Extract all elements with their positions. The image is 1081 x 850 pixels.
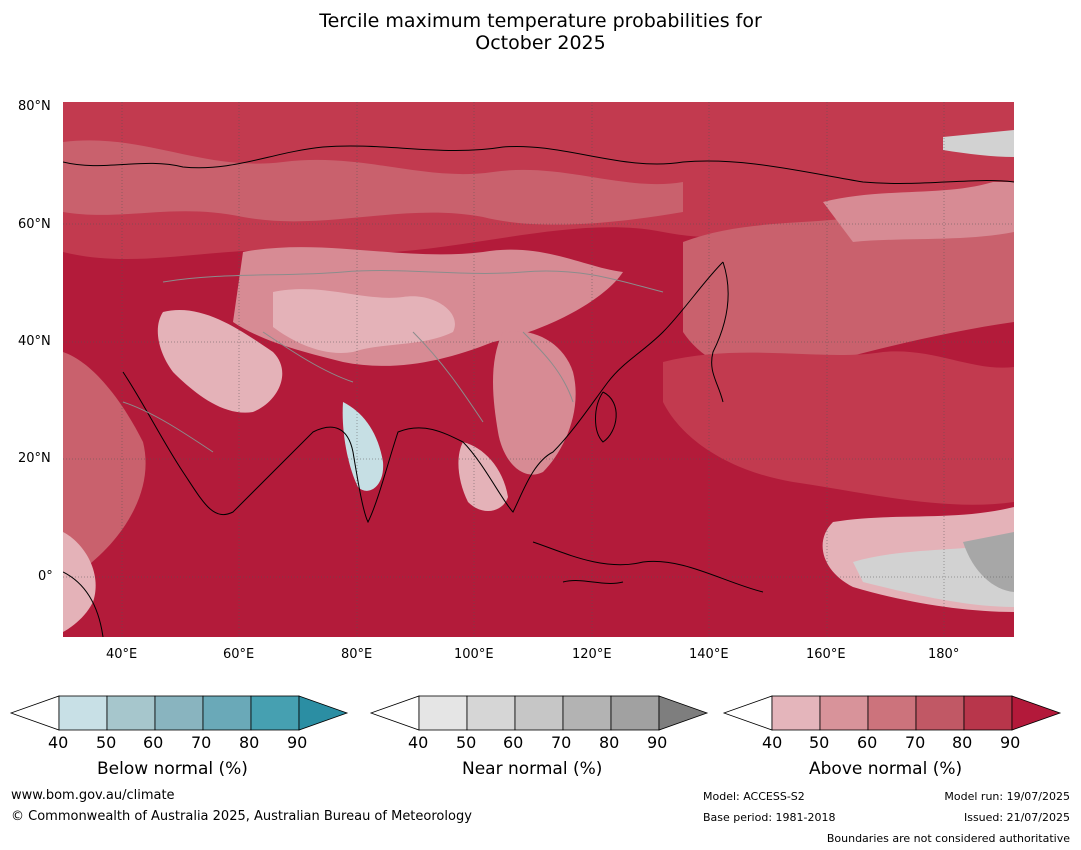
- lon-label-80e: 80°E: [341, 647, 373, 662]
- cb2-tick-80: 80: [952, 733, 973, 752]
- colorbar-high-arrow: [298, 695, 349, 731]
- cb1-tick-70: 70: [551, 733, 572, 752]
- copyright-text: © Commonwealth of Australia 2025, Austra…: [11, 809, 472, 824]
- lat-label-80n: 80°N: [18, 99, 51, 114]
- lon-label-60e: 60°E: [223, 647, 255, 662]
- siberia-zone: [63, 140, 683, 225]
- colorbar-low-arrow: [9, 695, 60, 731]
- cb2-tick-60: 60: [857, 733, 878, 752]
- colorbar-segment: [963, 695, 1013, 731]
- lon-label-40e: 40°E: [106, 647, 138, 662]
- cb2-tick-50: 50: [809, 733, 830, 752]
- kazakh-steppe-zone: [273, 289, 455, 353]
- iran-zone: [157, 310, 283, 413]
- map-title: Tercile maximum temperature probabilitie…: [0, 10, 1081, 54]
- cb2-tick-90: 90: [1000, 733, 1021, 752]
- colorbar-above-normal-swatches: [722, 695, 1062, 731]
- model-name: Model: ACCESS-S2: [703, 790, 805, 803]
- country-borders: [122, 270, 664, 453]
- lon-label-140e: 140°E: [689, 647, 729, 662]
- colorbar-above-normal: [722, 695, 1062, 731]
- cb0-tick-90: 90: [287, 733, 308, 752]
- cb0-tick-40: 40: [48, 733, 69, 752]
- lon-label-160e: 160°E: [806, 647, 846, 662]
- pacific-near-normal-strong-zone: [963, 532, 1014, 592]
- colorbar-low-arrow: [369, 695, 420, 731]
- lat-label-20n: 20°N: [18, 451, 51, 466]
- graticule: [63, 102, 1014, 637]
- colorbar-below-normal-swatches: [9, 695, 349, 731]
- colorbar-low-arrow: [722, 695, 773, 731]
- northeast-asia-zone: [683, 199, 1014, 375]
- colorbar-segment: [250, 695, 300, 731]
- cb0-tick-50: 50: [96, 733, 117, 752]
- arabia-africa-zone: [63, 352, 146, 582]
- cb1-tick-80: 80: [599, 733, 620, 752]
- india-below-normal-zone: [342, 402, 384, 491]
- colorbar-segment: [106, 695, 156, 731]
- coastlines: [63, 145, 1014, 637]
- colorbar-below-normal-title: Below normal (%): [97, 759, 248, 779]
- cb2-tick-40: 40: [762, 733, 783, 752]
- colorbar-high-arrow: [1011, 695, 1062, 731]
- east-africa-zone: [63, 532, 96, 632]
- colorbar-segment: [915, 695, 965, 731]
- website-link[interactable]: www.bom.gov.au/climate: [11, 788, 175, 803]
- colorbar-segment: [466, 695, 516, 731]
- boundaries-disclaimer: Boundaries are not considered authoritat…: [826, 832, 1070, 845]
- colorbar-below-normal: [9, 695, 349, 731]
- colorbar-segment: [562, 695, 612, 731]
- colorbar-high-arrow: [658, 695, 709, 731]
- cb1-tick-50: 50: [456, 733, 477, 752]
- colorbar-segment: [418, 695, 468, 731]
- cb1-tick-60: 60: [503, 733, 524, 752]
- lat-label-60n: 60°N: [18, 217, 51, 232]
- cb0-tick-60: 60: [143, 733, 164, 752]
- issued-date: Issued: 21/07/2025: [963, 811, 1070, 824]
- colorbar-segment: [867, 695, 917, 731]
- cb0-tick-70: 70: [191, 733, 212, 752]
- colorbar-segment: [202, 695, 252, 731]
- colorbar-near-normal-swatches: [369, 695, 709, 731]
- cb2-tick-70: 70: [905, 733, 926, 752]
- model-run-date: Model run: 19/07/2025: [944, 790, 1070, 803]
- arctic-near-normal-zone: [943, 130, 1014, 157]
- colorbar-segment: [819, 695, 869, 731]
- title-line-1: Tercile maximum temperature probabilitie…: [319, 10, 762, 32]
- colorbar-near-normal-title: Near normal (%): [462, 759, 603, 779]
- title-line-2: October 2025: [475, 32, 606, 54]
- lat-label-40n: 40°N: [18, 334, 51, 349]
- chukotka-zone: [823, 182, 1014, 242]
- cb0-tick-80: 80: [239, 733, 260, 752]
- lon-label-180: 180°: [928, 647, 960, 662]
- lon-label-120e: 120°E: [572, 647, 612, 662]
- colorbar-segment: [771, 695, 821, 731]
- lon-label-100e: 100°E: [454, 647, 494, 662]
- cb1-tick-40: 40: [408, 733, 429, 752]
- colorbar-segment: [514, 695, 564, 731]
- base-period: Base period: 1981-2018: [703, 811, 836, 824]
- colorbar-above-normal-title: Above normal (%): [809, 759, 963, 779]
- tercile-map: [63, 102, 1014, 637]
- pacific-zone: [663, 351, 1014, 505]
- colorbar-segment: [154, 695, 204, 731]
- colorbar-segment: [58, 695, 108, 731]
- colorbar-segment: [610, 695, 660, 731]
- indochina-zone: [458, 442, 508, 512]
- map-canvas: [63, 102, 1014, 637]
- colorbar-near-normal: [369, 695, 709, 731]
- cb1-tick-90: 90: [647, 733, 668, 752]
- lat-label-equator: 0°: [38, 569, 53, 584]
